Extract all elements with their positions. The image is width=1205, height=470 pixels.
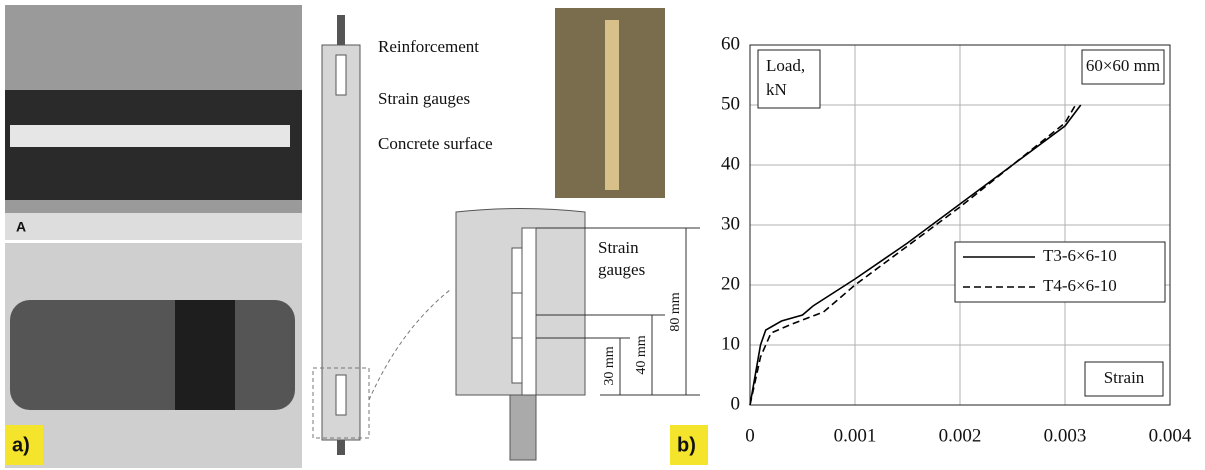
- text-line: Load,: [766, 56, 805, 75]
- x-tick-label: 0.001: [834, 425, 877, 446]
- gauge: [511, 337, 523, 384]
- label: Strain gauges: [598, 238, 645, 279]
- y-tick-label: 10: [721, 333, 740, 354]
- y-tick-label: 50: [721, 93, 740, 114]
- dim-label: 80 mm: [668, 292, 683, 331]
- photo-base: [5, 213, 302, 240]
- y-tick-label: 40: [721, 153, 740, 174]
- y-tick-label: 20: [721, 273, 740, 294]
- label-box: [1084, 361, 1164, 397]
- gauges: [335, 54, 347, 96]
- label-box: [757, 49, 821, 109]
- text-line: Strain: [598, 238, 639, 257]
- panel-label: b): [677, 434, 696, 456]
- cylinder: [10, 300, 295, 410]
- text-line: gauges: [598, 260, 645, 279]
- x-tick-label: 0.002: [939, 425, 982, 446]
- label: Concrete surface: [378, 134, 493, 153]
- y-tick-label: 0: [731, 393, 741, 414]
- label: Strain gauges: [378, 89, 470, 108]
- label-bg: [670, 425, 708, 465]
- label: Reinforcement: [378, 37, 479, 56]
- rebar-face: [521, 227, 537, 396]
- y-axis-label: Load, kN: [766, 56, 805, 99]
- detail-arrow: [368, 289, 451, 401]
- dim-label: 40 mm: [634, 335, 649, 374]
- gauge: [511, 247, 523, 294]
- label-bg: [5, 425, 43, 465]
- legend-label: T4-6×6-10: [1043, 276, 1117, 295]
- concrete: [321, 44, 361, 441]
- gauge: [511, 292, 523, 339]
- y-tick-label: 30: [721, 213, 740, 234]
- photo-label: A: [16, 219, 26, 235]
- legend-box: [954, 241, 1166, 303]
- label-box: [1081, 49, 1165, 85]
- y-tick-label: 60: [721, 33, 740, 54]
- series-line: [749, 104, 1082, 406]
- rebar-detail: [509, 394, 537, 461]
- text-line: kN: [766, 80, 787, 99]
- gauge-photo: [605, 20, 619, 190]
- dims: [536, 227, 700, 396]
- detail-box: [312, 367, 370, 439]
- wrap: [175, 300, 235, 410]
- x-tick-label: 0: [745, 425, 755, 446]
- dim-label: 30 mm: [602, 346, 617, 385]
- legend-label: T3-6×6-10: [1043, 246, 1117, 265]
- x-tick-label: 0.003: [1044, 425, 1087, 446]
- series-line: [749, 104, 1077, 406]
- plot-frame: [749, 44, 1171, 406]
- chart: 0 10 20 30 40 50 60 0 0.001 0.002 0.003 0.004 Load, k…: [721, 33, 1192, 446]
- x-tick-label: 0.004: [1149, 425, 1192, 446]
- gauges: [335, 374, 347, 416]
- annotation: 60×60 mm: [1086, 56, 1160, 75]
- panel-label: a): [12, 434, 30, 456]
- gauge-strip: [10, 125, 290, 147]
- x-axis-label: Strain: [1104, 368, 1145, 387]
